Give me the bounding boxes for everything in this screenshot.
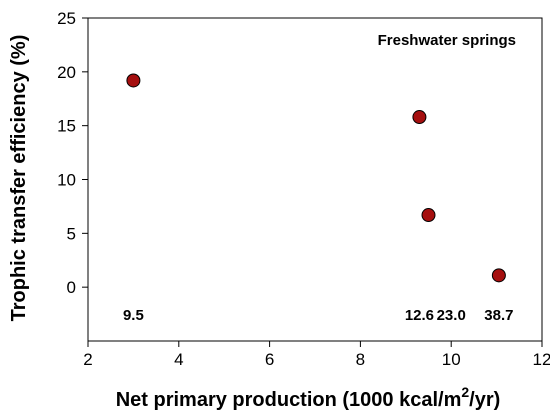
y-tick-label: 25: [57, 9, 76, 28]
data-label: 23.0: [437, 307, 466, 324]
y-tick-label: 20: [57, 63, 76, 82]
y-tick-label: 5: [67, 224, 76, 243]
y-tick-label: 15: [57, 117, 76, 136]
y-tick-label: 0: [67, 278, 76, 297]
plot-frame: [87, 17, 543, 342]
data-label: 38.7: [484, 307, 513, 324]
x-axis-title: Net primary production (1000 kcal/m2/yr): [116, 384, 501, 411]
y-axis-title: Trophic transfer efficiency (%): [8, 35, 30, 322]
data-point: [421, 208, 436, 223]
y-tick-label: 10: [57, 171, 76, 190]
data-point: [412, 110, 427, 125]
x-tick-label: 2: [83, 350, 92, 369]
data-point: [126, 73, 141, 88]
x-tick-label: 8: [356, 350, 365, 369]
panel-annotation: Freshwater springs: [378, 32, 516, 49]
plot-area: 2 4 6 8 10 12 0 5 10 15 20 25 9.5 12.6 23.0 38.7: [57, 9, 550, 369]
x-tick-label: 6: [265, 350, 274, 369]
data-label: 9.5: [123, 307, 144, 324]
data-label: 12.6: [405, 307, 434, 324]
x-tick-label: 10: [442, 350, 461, 369]
data-point: [491, 268, 506, 283]
x-tick-label: 4: [174, 350, 183, 369]
x-tick-label: 12: [533, 350, 550, 369]
